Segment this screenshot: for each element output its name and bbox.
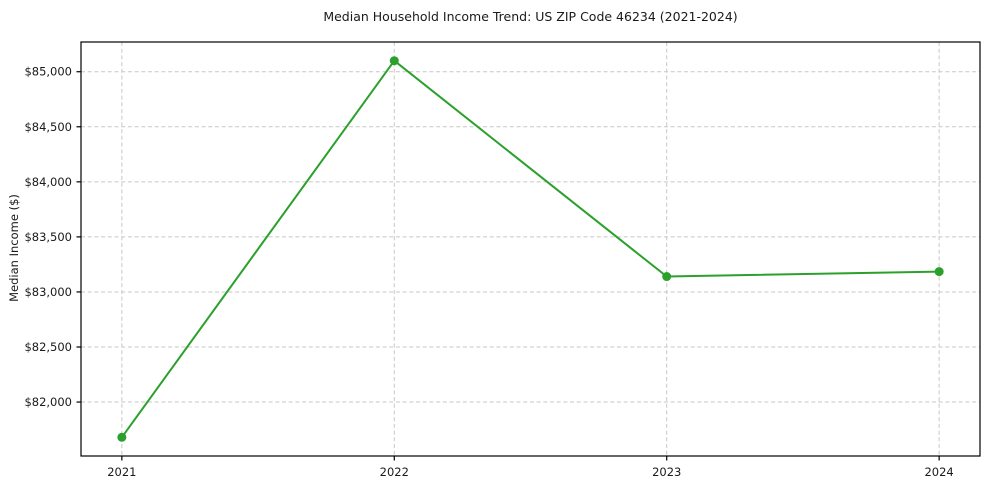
data-point [662, 272, 672, 282]
data-point [934, 267, 944, 277]
x-tick-label: 2024 [924, 465, 953, 479]
data-point [389, 56, 399, 66]
y-tick-label: $84,000 [24, 175, 72, 189]
plot-frame [80, 41, 981, 457]
x-tick-label: 2023 [652, 465, 681, 479]
data-point [117, 432, 127, 442]
y-tick-label: $82,000 [24, 395, 72, 409]
x-tick-label: 2021 [107, 465, 136, 479]
chart-title: Median Household Income Trend: US ZIP Co… [323, 9, 738, 24]
y-tick-label: $82,500 [24, 340, 72, 354]
y-tick-label: $85,000 [24, 65, 72, 79]
y-tick-label: $84,500 [24, 120, 72, 134]
y-tick-label: $83,500 [24, 230, 72, 244]
trend-line [120, 59, 941, 439]
x-tick-label: 2022 [380, 465, 409, 479]
y-tick-label: $83,000 [24, 285, 72, 299]
